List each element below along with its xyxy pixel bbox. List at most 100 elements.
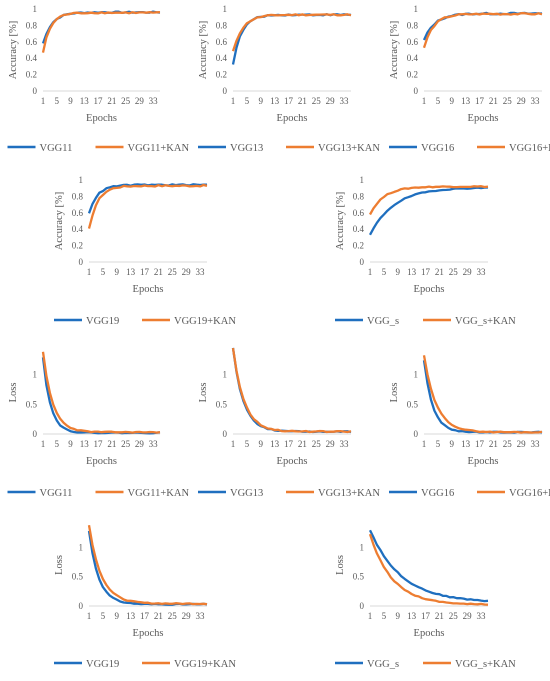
x-tick-label: 21	[489, 96, 498, 106]
series-line	[368, 185, 489, 216]
x-axis-title: Epochs	[86, 456, 117, 467]
x-tick-label: 29	[135, 439, 145, 449]
y-tick-label: 0.6	[353, 208, 365, 218]
x-tick-label: 29	[517, 439, 527, 449]
x-tick-label: 33	[531, 96, 541, 106]
x-tick-label: 33	[531, 439, 541, 449]
legend-label: VGG19	[86, 316, 119, 327]
x-tick-label: 21	[154, 611, 163, 621]
x-tick-label: 29	[463, 267, 473, 277]
y-tick-label: 0.5	[72, 572, 84, 582]
legend-label: VGG16+KAN	[509, 488, 550, 499]
chart-panel: 00.20.40.60.811 5 9 13 17 21 25 29 33EpochsAccur…	[389, 4, 550, 154]
x-tick-label: 25	[168, 267, 178, 277]
y-tick-label: 0.5	[353, 572, 365, 582]
y-tick-label: 0.2	[407, 70, 418, 80]
x-tick-label: 25	[503, 439, 513, 449]
x-tick-label: 1	[87, 267, 92, 277]
x-tick-label: 5	[55, 96, 60, 106]
y-tick-label: 0.4	[72, 224, 84, 234]
x-tick-label: 13	[407, 611, 417, 621]
x-tick-label: 25	[449, 611, 459, 621]
x-tick-label: 1	[368, 267, 373, 277]
y-tick-label: 0.8	[353, 191, 365, 201]
x-tick-label: 33	[340, 96, 350, 106]
chart-panel: 00.20.40.60.811 5 9 13 17 21 25 29 33EpochsAccur…	[7, 4, 189, 154]
y-tick-label: 0.2	[353, 241, 364, 251]
y-tick-label: 0	[223, 86, 228, 96]
x-tick-label: 33	[477, 611, 487, 621]
y-tick-label: 1	[360, 542, 365, 552]
y-axis-title: Accuracy [%]	[335, 192, 346, 251]
x-tick-label: 1	[231, 96, 236, 106]
y-tick-label: 0.6	[407, 37, 419, 47]
x-tick-label: 1	[368, 611, 373, 621]
y-tick-label: 0.4	[216, 53, 228, 63]
x-tick-label: 13	[126, 267, 136, 277]
y-axis-title: Loss	[54, 555, 65, 575]
x-tick-label: 29	[326, 439, 336, 449]
y-tick-label: 0	[223, 429, 228, 439]
y-axis-title: Loss	[8, 383, 19, 403]
series-line	[41, 357, 161, 435]
y-tick-label: 0.4	[353, 224, 365, 234]
x-tick-label: 9	[68, 439, 73, 449]
x-tick-label: 25	[503, 96, 513, 106]
x-tick-label: 5	[382, 611, 387, 621]
series-line	[422, 355, 543, 434]
x-tick-label: 9	[396, 611, 401, 621]
x-tick-label: 21	[298, 439, 307, 449]
y-tick-label: 1	[414, 370, 419, 380]
x-axis-title: Epochs	[468, 113, 499, 124]
series-line	[231, 13, 352, 52]
legend-label: VGG_s+KAN	[455, 659, 516, 670]
x-tick-label: 21	[435, 611, 444, 621]
x-tick-label: 9	[259, 439, 264, 449]
y-tick-label: 1	[414, 4, 419, 14]
x-axis-title: Epochs	[133, 628, 164, 639]
x-tick-label: 33	[149, 439, 159, 449]
x-tick-label: 1	[41, 96, 46, 106]
x-tick-label: 29	[182, 267, 192, 277]
y-tick-label: 0.8	[407, 20, 419, 30]
x-tick-label: 29	[135, 96, 145, 106]
y-tick-label: 0.8	[72, 191, 84, 201]
legend-label: VGG13+KAN	[318, 488, 380, 499]
y-tick-label: 0.6	[72, 208, 84, 218]
x-tick-label: 13	[80, 439, 90, 449]
y-tick-label: 0.8	[26, 20, 38, 30]
y-axis-title: Loss	[389, 383, 400, 403]
x-tick-label: 17	[475, 96, 485, 106]
series-line	[422, 11, 543, 41]
x-tick-label: 21	[489, 439, 498, 449]
x-tick-label: 1	[422, 96, 427, 106]
y-tick-label: 0.8	[216, 20, 228, 30]
x-tick-label: 17	[475, 439, 485, 449]
x-tick-label: 17	[421, 267, 431, 277]
x-tick-label: 17	[284, 439, 294, 449]
series-line	[422, 12, 543, 49]
x-axis-title: Epochs	[133, 284, 164, 295]
legend-label: VGG_s+KAN	[455, 316, 516, 327]
y-tick-label: 0	[79, 601, 84, 611]
x-tick-label: 5	[436, 96, 441, 106]
x-tick-label: 17	[94, 439, 104, 449]
x-tick-label: 13	[270, 439, 280, 449]
y-tick-label: 1	[33, 4, 38, 14]
x-axis-title: Epochs	[414, 628, 445, 639]
y-tick-label: 0.5	[26, 399, 38, 409]
x-tick-label: 17	[421, 611, 431, 621]
x-tick-label: 5	[436, 439, 441, 449]
x-tick-label: 13	[461, 439, 471, 449]
legend-label: VGG16+KAN	[509, 143, 550, 154]
y-tick-label: 1	[360, 175, 365, 185]
x-tick-label: 21	[298, 96, 307, 106]
y-axis-title: Accuracy [%]	[198, 21, 209, 80]
x-tick-label: 25	[312, 96, 322, 106]
series-line	[422, 360, 543, 434]
y-tick-label: 0.4	[407, 53, 419, 63]
y-tick-label: 1	[79, 542, 84, 552]
series-line	[87, 183, 207, 214]
y-tick-label: 1	[33, 370, 38, 380]
